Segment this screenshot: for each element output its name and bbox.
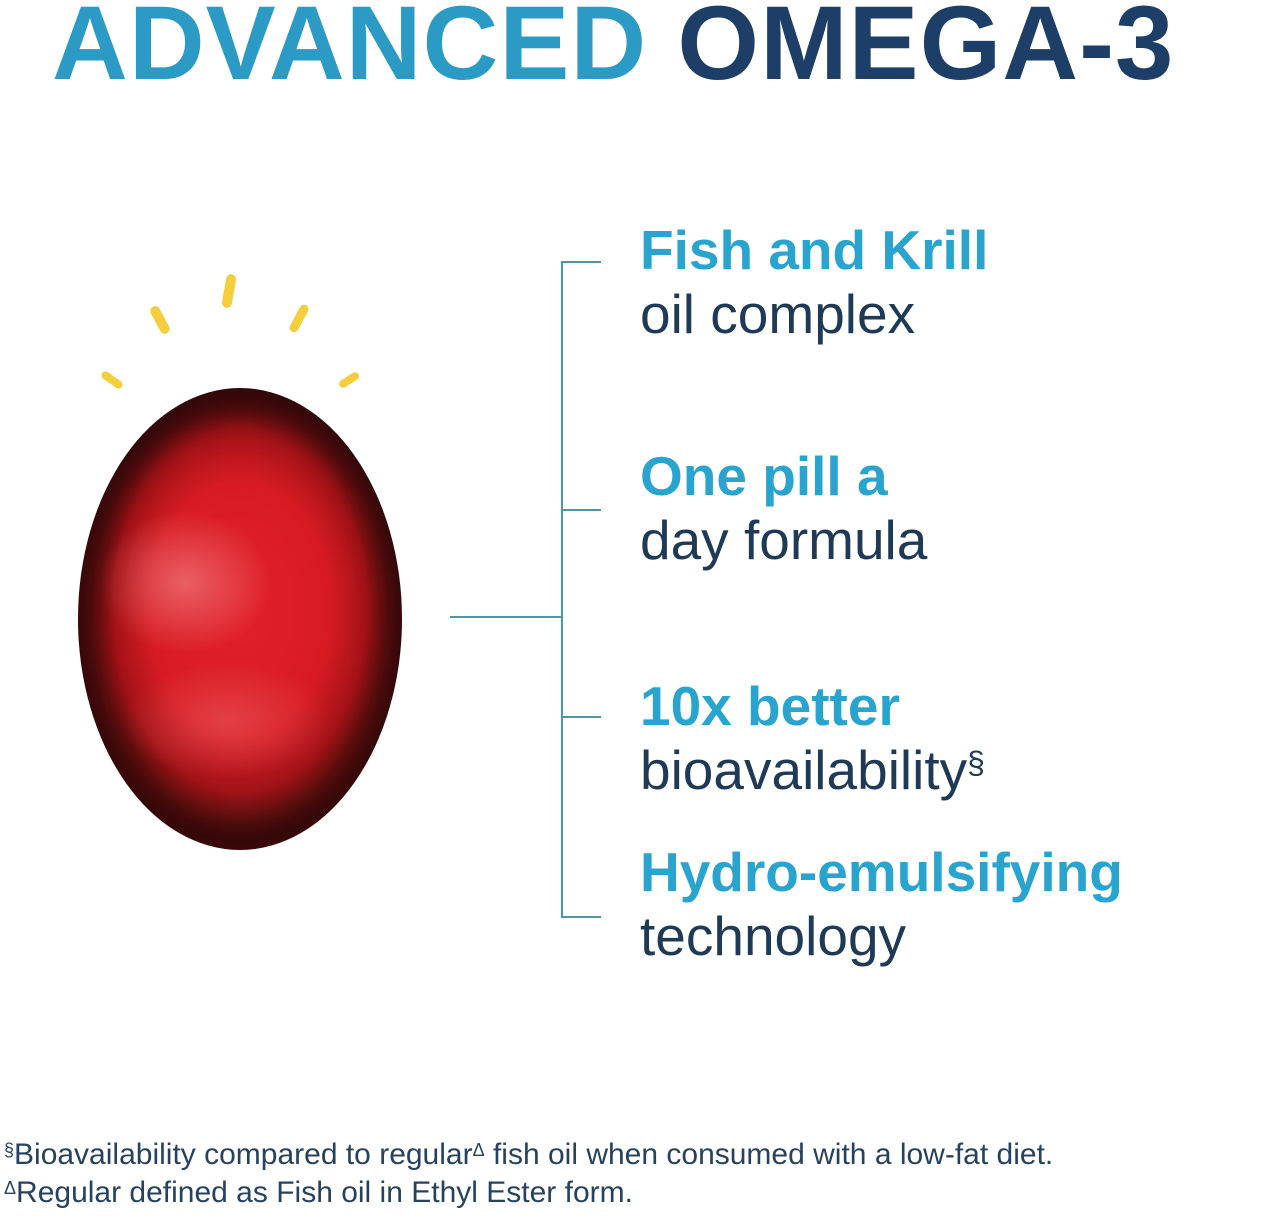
footnote-regular-definition: ΔRegular defined as Fish oil in Ethyl Es… — [4, 1176, 633, 1209]
callout-bracket-vertical-line — [561, 262, 563, 918]
feature-rest: day formula — [640, 509, 928, 571]
page-title: ADVANCED OMEGA-3 — [52, 0, 1174, 104]
footnotes: §Bioavailability compared to regularΔ fi… — [4, 1136, 1280, 1212]
feature-highlight: 10x better — [640, 675, 900, 737]
section-symbol: § — [4, 1139, 15, 1160]
capsule-connector-line — [450, 616, 563, 618]
feature-bioavailability: 10x better bioavailability§ — [640, 674, 985, 802]
title-omega3: OMEGA-3 — [647, 0, 1175, 102]
sparkle-ray-icon — [99, 369, 125, 391]
title-advanced: ADVANCED — [52, 0, 648, 102]
feature-rest: oil complex — [640, 283, 916, 345]
feature-highlight: Hydro-emulsifying — [640, 841, 1123, 903]
feature-highlight: One pill a — [640, 445, 888, 507]
feature-one-pill: One pill a day formula — [640, 444, 927, 572]
sparkle-ray-icon — [148, 304, 172, 336]
footnote-bioavailability: §Bioavailability compared to regularΔ fi… — [4, 1138, 1054, 1171]
feature-highlight: Fish and Krill — [640, 219, 989, 281]
feature-fish-krill: Fish and Krill oil complex — [640, 218, 988, 346]
footnote-marker: § — [967, 744, 985, 781]
sparkle-ray-icon — [221, 273, 237, 309]
delta-symbol: Δ — [4, 1177, 17, 1198]
sparkle-ray-icon — [337, 370, 361, 390]
callout-tick-technology — [561, 916, 601, 918]
callout-tick-fish-krill — [561, 261, 601, 263]
delta-symbol: Δ — [472, 1139, 485, 1160]
callout-tick-bioavailability — [561, 716, 601, 718]
feature-rest: bioavailability§ — [640, 739, 985, 801]
feature-rest: technology — [640, 905, 907, 967]
callout-tick-one-pill — [561, 509, 601, 511]
red-softgel-capsule — [78, 388, 402, 850]
sparkle-ray-icon — [287, 303, 311, 334]
feature-technology: Hydro-emulsifying technology — [640, 840, 1123, 968]
